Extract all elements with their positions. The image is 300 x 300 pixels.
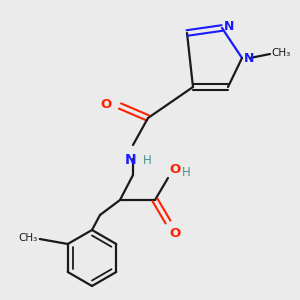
Text: O: O bbox=[169, 227, 180, 240]
Text: O: O bbox=[169, 163, 180, 176]
Text: O: O bbox=[101, 98, 112, 110]
Text: CH₃: CH₃ bbox=[271, 48, 290, 58]
Text: N: N bbox=[244, 52, 254, 65]
Text: H: H bbox=[182, 166, 191, 178]
Text: N: N bbox=[224, 20, 234, 34]
Text: CH₃: CH₃ bbox=[19, 233, 38, 243]
Text: N: N bbox=[125, 153, 137, 167]
Text: H: H bbox=[143, 154, 152, 167]
